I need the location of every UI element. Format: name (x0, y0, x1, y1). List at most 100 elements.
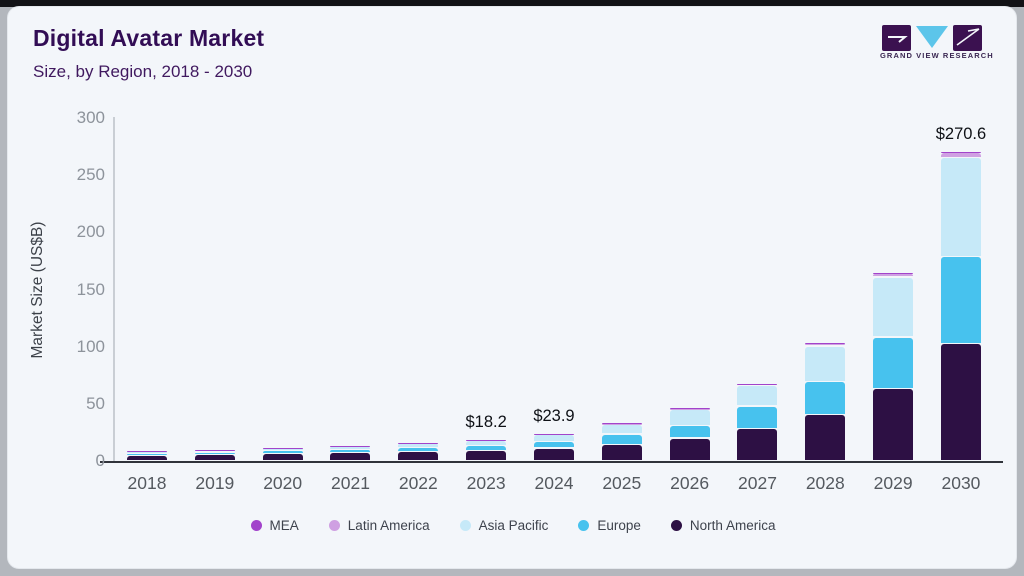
bar-segment (330, 453, 371, 460)
bar-segment (127, 453, 167, 455)
x-tick-label: 2018 (127, 473, 167, 493)
bar-segment (805, 382, 846, 414)
bar-segment (127, 451, 167, 452)
bar-segment (940, 153, 981, 157)
legend-swatch-icon (670, 520, 682, 531)
bar-segment (330, 446, 371, 449)
x-tick-label: 2021 (331, 473, 370, 493)
x-tick-label: 2025 (602, 473, 642, 493)
legend-item: North America (670, 518, 776, 533)
bar-segment (601, 423, 642, 424)
bar-segment (669, 425, 710, 438)
x-tick-label: 2026 (670, 473, 710, 493)
bar-segment (940, 158, 981, 257)
bar-segment (466, 440, 507, 441)
bar-segment (398, 443, 439, 447)
legend-swatch-icon (459, 520, 471, 531)
x-tick-label: 2022 (398, 473, 438, 493)
legend-swatch-icon (578, 520, 590, 531)
y-tick-label: 100 (76, 336, 105, 356)
bar-segment (194, 450, 235, 452)
x-tick-label: 2020 (263, 473, 303, 493)
x-tick-label: 2023 (466, 473, 506, 493)
page-title: Digital Avatar Market (33, 25, 265, 51)
legend-item: Asia Pacific (459, 518, 549, 533)
logo-caption: GRAND VIEW RESEARCH (880, 51, 994, 60)
bar-segment (873, 337, 914, 389)
bar-segment (737, 406, 778, 429)
bar-segment (533, 448, 574, 460)
bar-segment (940, 257, 981, 344)
bar-chart-plot-area: Market Size (US$B) 0 50 100 150 200 250 300 201… (8, 7, 1016, 568)
legend-label: Europe (597, 518, 641, 533)
bar-value-label: $23.9 (533, 406, 575, 425)
bar-segment (737, 384, 778, 385)
bar-segment (873, 274, 914, 277)
bar-segment (873, 389, 914, 460)
y-axis-line (113, 117, 115, 462)
legend-item: MEA (250, 518, 299, 533)
y-tick-label: 250 (76, 165, 105, 185)
chart-card: Digital Avatar Market Size, by Region, 2… (7, 6, 1017, 569)
legend-swatch-icon (328, 520, 340, 531)
bar-segment (262, 451, 303, 454)
bar-segment (601, 423, 642, 425)
bar-segment (737, 429, 778, 460)
bar-segment (601, 444, 642, 460)
x-tick-label: 2027 (738, 473, 777, 493)
bar-segment (737, 385, 778, 406)
y-tick-label: 0 (95, 451, 105, 470)
bar-segment (533, 434, 574, 435)
bar-segment (805, 346, 846, 381)
y-tick-label: 300 (76, 108, 105, 127)
bar-segment (533, 434, 574, 441)
bar-segment (669, 438, 710, 460)
bar-segment (533, 433, 574, 435)
bar-segment (466, 440, 507, 446)
bar-segment (398, 452, 439, 460)
bar-segment (805, 343, 846, 344)
bar-segment (940, 151, 981, 153)
bar-segment (805, 344, 846, 346)
bar-segment (262, 447, 303, 449)
x-tick-label: 2019 (195, 473, 235, 493)
bar-segment (194, 452, 235, 454)
bar-segment (330, 445, 371, 447)
bar-segment (127, 451, 167, 453)
legend-swatch-icon (250, 520, 262, 531)
bar-segment (669, 408, 710, 409)
legend-label: MEA (269, 518, 299, 533)
bar-segment (873, 273, 914, 274)
legend-label: North America (689, 518, 776, 533)
bar-segment (669, 410, 710, 425)
legend-label: Latin America (347, 518, 430, 533)
page-subtitle: Size, by Region, 2018 - 2030 (33, 62, 253, 81)
x-tick-label: 2029 (873, 473, 913, 493)
legend-item: Latin America (328, 518, 430, 533)
bar-segment (262, 454, 303, 460)
x-axis-baseline (100, 461, 1003, 463)
bar-segment (805, 415, 846, 460)
chart-legend: MEA Latin America Asia Pacific Europe North … (8, 518, 1016, 533)
y-tick-label: 200 (76, 222, 105, 242)
y-tick-label: 50 (86, 393, 105, 413)
window-top-edge (0, 0, 1024, 7)
bar-segment (601, 424, 642, 434)
bar-segment (737, 383, 778, 385)
legend-label: Asia Pacific (478, 518, 549, 533)
bar-segment (669, 408, 710, 410)
legend-item: Europe (578, 518, 641, 533)
bar-segment (194, 449, 235, 451)
bar-segment (398, 442, 439, 444)
y-tick-label: 150 (76, 279, 105, 299)
x-tick-label: 2024 (534, 473, 574, 493)
bar-segment (466, 451, 507, 460)
bar-segment (940, 344, 981, 460)
bar-value-label: $270.6 (935, 124, 987, 143)
bar-segment (533, 441, 574, 448)
bar-segment (466, 446, 507, 450)
bar-segment (127, 456, 167, 460)
bar-segment (873, 277, 914, 337)
bar-segment (601, 434, 642, 444)
